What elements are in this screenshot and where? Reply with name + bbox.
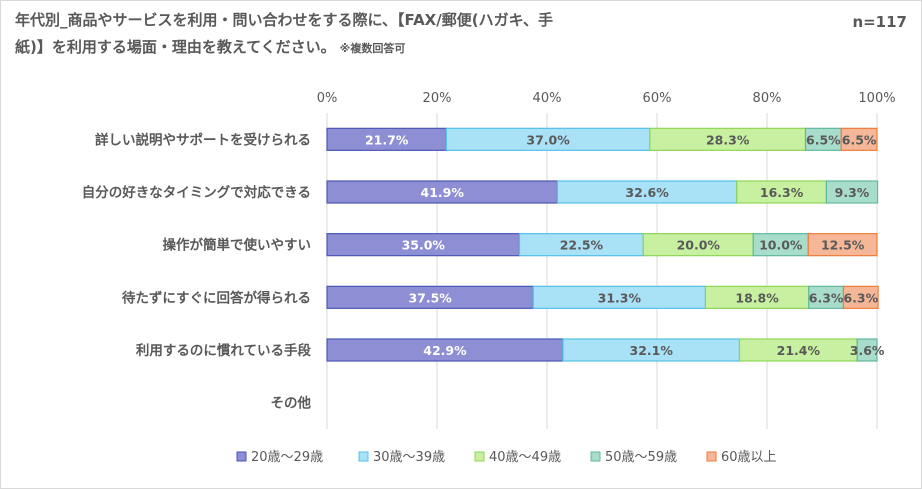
legend-swatch bbox=[236, 451, 247, 462]
legend-swatch bbox=[706, 451, 717, 462]
data-label: 6.5% bbox=[806, 132, 841, 147]
legend-label: 60歳以上 bbox=[721, 450, 777, 465]
sample-size-label: n=117 bbox=[852, 13, 907, 31]
category-label: 待たずにすぐに回答が得られる bbox=[122, 289, 311, 306]
category-label: 利用するのに慣れている手段 bbox=[136, 342, 312, 359]
data-label: 10.0% bbox=[759, 238, 803, 253]
data-label: 41.9% bbox=[421, 185, 465, 200]
category-label: 自分の好きなタイミングで対応できる bbox=[82, 184, 311, 201]
data-label: 42.9% bbox=[423, 343, 467, 358]
category-label: 詳しい説明やサポートを受けられる bbox=[95, 131, 311, 148]
x-tick-label: 80% bbox=[753, 91, 782, 106]
data-label: 22.5% bbox=[560, 238, 604, 253]
title-line-2: 紙)】を利用する場面・理由を教えてください。 bbox=[15, 38, 336, 56]
category-label: 操作が簡単で使いやすい bbox=[163, 237, 312, 254]
bar-segment bbox=[856, 338, 878, 362]
x-tick-label: 20% bbox=[423, 91, 452, 106]
data-label: 35.0% bbox=[402, 238, 446, 253]
data-label: 21.4% bbox=[777, 343, 821, 358]
legend-swatch bbox=[590, 451, 601, 462]
legend-swatch bbox=[358, 451, 369, 462]
data-label: 9.3% bbox=[835, 185, 870, 200]
bar-segment bbox=[842, 285, 879, 309]
data-label: 12.5% bbox=[821, 238, 865, 253]
category-label: その他 bbox=[271, 395, 312, 412]
bar-segment bbox=[840, 127, 878, 151]
data-label: 37.5% bbox=[408, 290, 452, 305]
bar-segment bbox=[807, 233, 878, 257]
x-tick-label: 0% bbox=[317, 91, 338, 106]
legend-swatch bbox=[474, 451, 485, 462]
data-label: 21.7% bbox=[365, 132, 409, 147]
legend-label: 30歳～39歳 bbox=[373, 450, 445, 465]
data-label: 32.6% bbox=[625, 185, 669, 200]
legend-label: 50歳～59歳 bbox=[605, 450, 677, 465]
chart-title: 年代別_商品やサービスを利用・問い合わせをする際に、【FAX/郵便(ハガキ、手 … bbox=[15, 7, 715, 62]
data-label: 6.3% bbox=[809, 290, 844, 305]
data-label: 6.5% bbox=[842, 132, 877, 147]
legend-label: 20歳～29歳 bbox=[251, 450, 323, 465]
data-label: 32.1% bbox=[630, 343, 674, 358]
title-line-1: 年代別_商品やサービスを利用・問い合わせをする際に、【FAX/郵便(ハガキ、手 bbox=[15, 11, 553, 29]
x-tick-label: 60% bbox=[643, 91, 672, 106]
data-label: 16.3% bbox=[760, 185, 804, 200]
x-tick-label: 100% bbox=[858, 91, 895, 106]
bar-segment bbox=[825, 180, 879, 204]
data-label: 20.0% bbox=[677, 238, 721, 253]
x-tick-label: 40% bbox=[533, 91, 562, 106]
title-note: ※複数回答可 bbox=[339, 42, 406, 55]
data-label: 6.3% bbox=[843, 290, 878, 305]
data-label: 37.0% bbox=[526, 132, 570, 147]
data-label: 18.8% bbox=[735, 290, 779, 305]
data-label: 3.6% bbox=[850, 343, 885, 358]
legend-label: 40歳～49歳 bbox=[489, 450, 561, 465]
data-label: 28.3% bbox=[706, 132, 750, 147]
data-label: 31.3% bbox=[598, 290, 642, 305]
